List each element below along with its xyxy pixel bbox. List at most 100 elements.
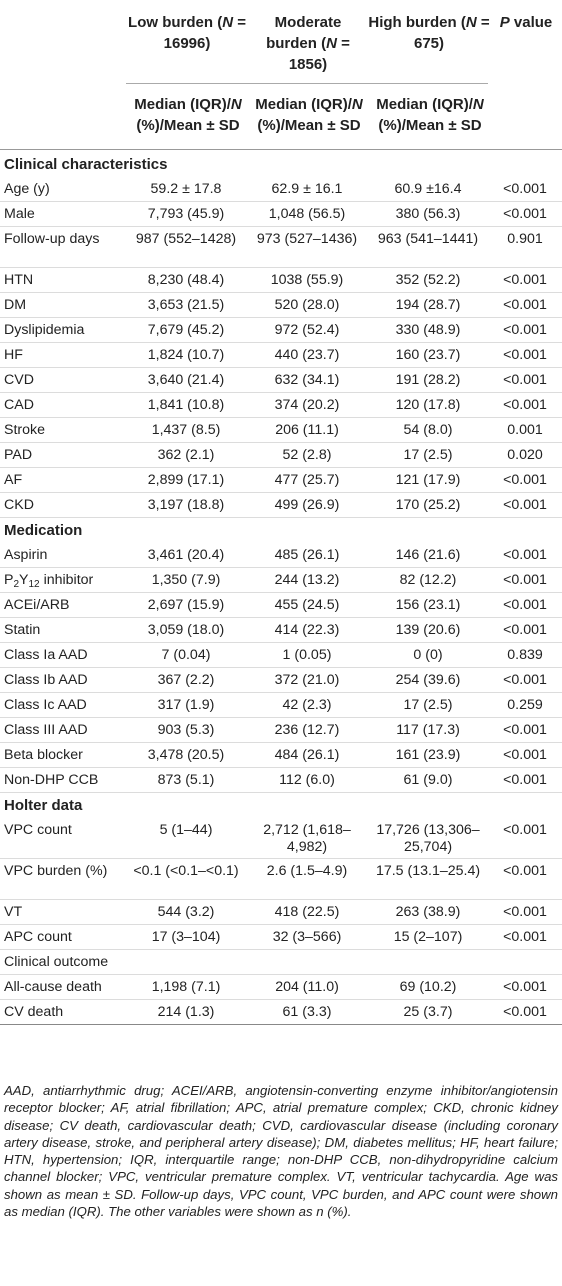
header-high-burden: High burden (N = 675) xyxy=(368,14,490,52)
cell-moderate: 477 (25.7) xyxy=(274,472,340,488)
cell-p-value: <0.001 xyxy=(503,929,547,945)
table-row: P2Y12 inhibitor 1,350 (7.9) 244 (13.2) 82 (… xyxy=(0,568,562,593)
row-label: Follow-up days xyxy=(4,231,100,247)
cell-moderate: 484 (26.1) xyxy=(274,747,340,763)
cell-moderate: 32 (3–566) xyxy=(272,929,342,945)
cell-moderate: 112 (6.0) xyxy=(279,772,335,788)
cell-high: 17,726 (13,306–25,704) xyxy=(376,822,480,855)
table-row: Beta blocker 3,478 (20.5) 484 (26.1) 161 (2… xyxy=(0,743,562,768)
table-row: AF 2,899 (17.1) 477 (25.7) 121 (17.9) <0.001 xyxy=(0,468,562,493)
row-label: Class Ia AAD xyxy=(4,647,88,663)
row-label: ACEi/ARB xyxy=(4,597,70,613)
cell-high: 69 (10.2) xyxy=(399,979,457,995)
cell-low: 2,697 (15.9) xyxy=(147,597,225,613)
header-divider xyxy=(126,83,488,84)
cell-p-value: <0.001 xyxy=(503,272,547,288)
cell-moderate: 2,712 (1,618–4,982) xyxy=(263,822,351,855)
table-row: PAD 362 (2.1) 52 (2.8) 17 (2.5) 0.020 xyxy=(0,443,562,468)
cell-p-value: <0.001 xyxy=(503,497,547,513)
section-heading: Medication xyxy=(0,518,562,543)
cell-moderate: 374 (20.2) xyxy=(274,397,340,413)
cell-moderate: 485 (26.1) xyxy=(274,547,340,563)
cell-p-value: <0.001 xyxy=(503,772,547,788)
row-label: VPC count xyxy=(4,822,72,838)
cell-high: 139 (20.6) xyxy=(395,622,461,638)
cell-low: 7,793 (45.9) xyxy=(147,206,225,222)
cell-low: 3,197 (18.8) xyxy=(147,497,225,513)
cell-low: 3,461 (20.4) xyxy=(147,547,225,563)
row-label: DM xyxy=(4,297,27,313)
cell-p-value: <0.001 xyxy=(503,747,547,763)
cell-moderate: 204 (11.0) xyxy=(275,979,339,995)
table-footnote: AAD, antiarrhythmic drug; ACEI/ARB, angi… xyxy=(4,1083,558,1220)
cell-p-value: 0.020 xyxy=(507,447,543,463)
cell-low: 987 (552–1428) xyxy=(135,231,237,247)
cell-low: 544 (3.2) xyxy=(157,904,215,920)
cell-p-value: <0.001 xyxy=(503,722,547,738)
cell-high: 82 (12.2) xyxy=(399,572,457,588)
cell-low: 3,059 (18.0) xyxy=(147,622,225,638)
cell-moderate: 1 (0.05) xyxy=(282,647,332,663)
row-label: PAD xyxy=(4,447,33,463)
cell-high: 146 (21.6) xyxy=(395,547,461,563)
row-label: Statin xyxy=(4,622,41,638)
cell-moderate: 236 (12.7) xyxy=(274,722,340,738)
cell-moderate: 632 (34.1) xyxy=(274,372,340,388)
cell-p-value: <0.001 xyxy=(503,547,547,563)
table-row: All-cause death 1,198 (7.1) 204 (11.0) 69 (… xyxy=(0,975,562,1000)
cell-low: 3,478 (20.5) xyxy=(147,747,225,763)
cell-high: 156 (23.1) xyxy=(395,597,461,613)
cell-p-value: <0.001 xyxy=(503,904,547,920)
table-row: Class Ic AAD 317 (1.9) 42 (2.3) 17 (2.5) 0.2… xyxy=(0,693,562,718)
cell-high: 170 (25.2) xyxy=(395,497,461,513)
cell-p-value: <0.001 xyxy=(503,1004,547,1020)
table-row: CVD 3,640 (21.4) 632 (34.1) 191 (28.2) <0.00… xyxy=(0,368,562,393)
cell-p-value: 0.259 xyxy=(507,697,543,713)
cell-moderate: 972 (52.4) xyxy=(274,322,340,338)
cell-moderate: 52 (2.8) xyxy=(282,447,332,463)
table-row: VPC count 5 (1–44) 2,712 (1,618–4,982) 17,7… xyxy=(0,818,562,859)
row-label: Clinical outcome xyxy=(4,954,109,970)
cell-low: 214 (1.3) xyxy=(157,1004,215,1020)
cell-p-value: <0.001 xyxy=(503,181,547,197)
cell-low: 3,653 (21.5) xyxy=(147,297,225,313)
section-heading: Clinical characteristics xyxy=(0,152,562,177)
subheader-divider xyxy=(0,149,562,150)
cell-moderate: 62.9 ± 16.1 xyxy=(271,181,343,197)
cell-high: 117 (17.3) xyxy=(396,722,460,738)
cell-low: 362 (2.1) xyxy=(157,447,215,463)
cell-low: 873 (5.1) xyxy=(157,772,215,788)
cell-low: 7 (0.04) xyxy=(161,647,211,663)
cell-high: 194 (28.7) xyxy=(395,297,461,313)
cell-moderate: 414 (22.3) xyxy=(274,622,340,638)
table-row: DM 3,653 (21.5) 520 (28.0) 194 (28.7) <0.001 xyxy=(0,293,562,318)
table-row: VPC burden (%) <0.1 (<0.1–<0.1) 2.6 (1.5–4… xyxy=(0,859,562,900)
cell-p-value: 0.001 xyxy=(507,422,543,438)
cell-moderate: 418 (22.5) xyxy=(274,904,340,920)
cell-low: 59.2 ± 17.8 xyxy=(150,181,222,197)
table-row: VT 544 (3.2) 418 (22.5) 263 (38.9) <0.001 xyxy=(0,900,562,925)
cell-high: 120 (17.8) xyxy=(395,397,461,413)
table-row: Clinical outcome xyxy=(0,950,562,975)
row-label: AF xyxy=(4,472,23,488)
row-label: CVD xyxy=(4,372,34,388)
cell-moderate: 440 (23.7) xyxy=(274,347,340,363)
cell-p-value: <0.001 xyxy=(503,822,547,838)
cell-low: 317 (1.9) xyxy=(157,697,215,713)
cell-low: 7,679 (45.2) xyxy=(147,322,225,338)
cell-low: 367 (2.2) xyxy=(157,672,215,688)
cell-high: 25 (3.7) xyxy=(403,1004,453,1020)
cell-low: <0.1 (<0.1–<0.1) xyxy=(133,863,239,879)
cell-high: 380 (56.3) xyxy=(395,206,461,222)
cell-high: 54 (8.0) xyxy=(403,422,453,438)
table-row: Male 7,793 (45.9) 1,048 (56.5) 380 (56.3) <0… xyxy=(0,202,562,227)
cell-high: 963 (541–1441) xyxy=(377,231,479,247)
row-label: CV death xyxy=(4,1004,64,1020)
subheader-moderate: Median (IQR)/N (%)/Mean ± SD xyxy=(255,96,363,134)
cell-p-value: <0.001 xyxy=(503,372,547,388)
section-label: Holter data xyxy=(4,797,83,814)
cell-moderate: 973 (527–1436) xyxy=(256,231,358,247)
cell-p-value: 0.839 xyxy=(507,647,543,663)
cell-p-value: <0.001 xyxy=(503,397,547,413)
cell-low: 1,824 (10.7) xyxy=(147,347,225,363)
